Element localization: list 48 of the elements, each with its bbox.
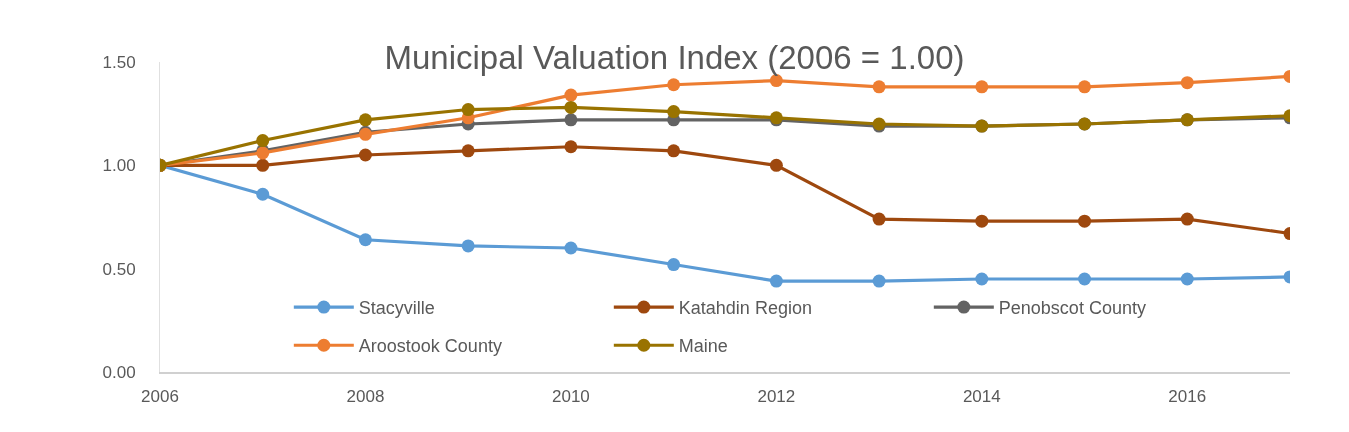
point bbox=[1180, 212, 1194, 226]
point bbox=[564, 100, 578, 114]
x-tick-label: 2016 bbox=[1168, 387, 1207, 407]
point bbox=[1078, 272, 1092, 286]
point bbox=[872, 274, 886, 288]
point bbox=[1078, 214, 1092, 228]
point bbox=[975, 272, 989, 286]
point bbox=[256, 187, 270, 201]
point bbox=[667, 144, 681, 158]
x-tick-label: 2008 bbox=[346, 387, 385, 407]
legend-label: Aroostook County bbox=[358, 336, 502, 357]
point bbox=[975, 80, 989, 94]
point bbox=[975, 214, 989, 228]
point bbox=[564, 140, 578, 154]
point bbox=[1180, 272, 1194, 286]
point bbox=[872, 80, 886, 94]
point bbox=[256, 158, 270, 172]
legend-label: Stacyville bbox=[358, 298, 435, 319]
legend-label: Katahdin Region bbox=[678, 298, 812, 319]
x-tick-label: 2010 bbox=[552, 387, 590, 407]
legend-label: Penobscot County bbox=[998, 298, 1146, 319]
point bbox=[256, 134, 270, 148]
point bbox=[667, 78, 681, 92]
point bbox=[358, 233, 372, 247]
legend-label: Maine bbox=[678, 336, 728, 357]
point bbox=[564, 88, 578, 102]
x-tick-label: 2012 bbox=[757, 387, 796, 407]
y-tick-label: 0.00 bbox=[102, 362, 136, 382]
x-tick-label: 2006 bbox=[141, 387, 179, 407]
point bbox=[1078, 80, 1092, 94]
x-tick-label: 2014 bbox=[962, 387, 1001, 407]
point bbox=[667, 258, 681, 272]
y-tick-label: 0.50 bbox=[102, 259, 136, 279]
point bbox=[667, 105, 681, 119]
point bbox=[461, 239, 475, 253]
y-tick-label: 1.50 bbox=[102, 52, 136, 72]
point bbox=[564, 241, 578, 255]
point bbox=[358, 148, 372, 162]
point bbox=[1180, 76, 1194, 90]
point bbox=[461, 144, 475, 158]
point bbox=[358, 113, 372, 127]
y-tick-label: 1.00 bbox=[102, 156, 136, 176]
point bbox=[769, 158, 783, 172]
point bbox=[872, 212, 886, 226]
chart-title: Municipal Valuation Index (2006 = 1.00) bbox=[384, 38, 965, 76]
point bbox=[564, 113, 578, 127]
point bbox=[461, 103, 475, 117]
point bbox=[769, 274, 783, 288]
